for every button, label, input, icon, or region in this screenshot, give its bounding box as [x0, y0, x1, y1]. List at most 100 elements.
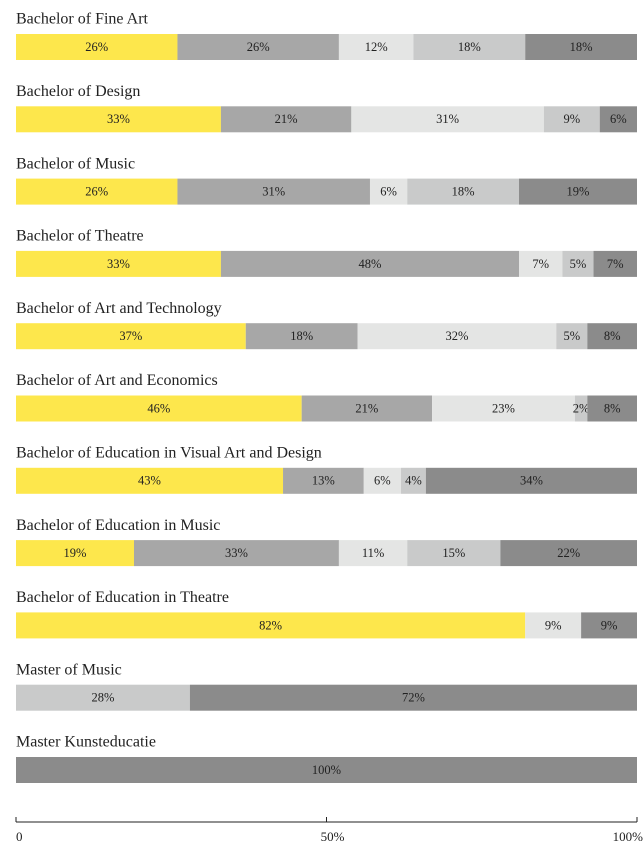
bar-segment: [177, 34, 339, 60]
data-label: 72%: [402, 691, 425, 705]
data-label: 13%: [312, 474, 335, 488]
bar-segment: [16, 250, 221, 277]
data-label: 18%: [290, 329, 313, 343]
data-label: 7%: [532, 257, 549, 271]
data-label: 9%: [545, 618, 562, 632]
category-label: Master of Music: [16, 661, 122, 678]
data-label: 19%: [567, 184, 590, 198]
x-tick-label: 0: [16, 829, 23, 844]
data-label: 11%: [362, 546, 384, 560]
bar-segment: [245, 323, 358, 350]
bar-segment: [593, 250, 637, 277]
data-label: 9%: [563, 112, 580, 126]
data-label: 12%: [365, 40, 388, 54]
data-label: 18%: [570, 40, 593, 54]
data-label: 8%: [604, 329, 621, 343]
bar-segment: [432, 395, 575, 422]
bar-segment: [500, 540, 637, 567]
data-label: 37%: [119, 329, 142, 343]
data-label: 4%: [405, 474, 422, 488]
bar-segment: [16, 467, 284, 494]
bar-segment: [525, 612, 582, 639]
bar-segment: [407, 540, 501, 567]
data-label: 19%: [64, 546, 87, 560]
bar-segment: [599, 106, 637, 133]
category-label: Bachelor of Education in Visual Art and …: [16, 444, 322, 461]
bar-segment: [574, 395, 588, 422]
bar-segment: [413, 34, 526, 60]
data-label: 18%: [458, 40, 481, 54]
x-tick-label: 100%: [613, 829, 643, 844]
data-label: 28%: [91, 691, 114, 705]
bar-segment: [407, 178, 520, 205]
data-label: 31%: [436, 112, 459, 126]
data-label: 23%: [492, 401, 515, 415]
category-label: Bachelor of Music: [16, 155, 135, 172]
data-label: 82%: [259, 618, 282, 632]
bar-segment: [357, 323, 557, 350]
bar-segment: [177, 178, 370, 205]
bar-segment: [16, 395, 302, 422]
data-label: 21%: [355, 401, 378, 415]
bar-segment: [363, 467, 402, 494]
bar-segment: [401, 467, 426, 494]
data-label: 18%: [452, 184, 475, 198]
category-label: Bachelor of Fine Art: [16, 11, 149, 28]
data-label: 46%: [147, 401, 170, 415]
data-label: 15%: [442, 546, 465, 560]
bar-segment: [16, 106, 221, 133]
bar-segment: [189, 684, 637, 711]
data-label: 2%: [573, 401, 590, 415]
data-label: 34%: [520, 474, 543, 488]
data-label: 48%: [359, 257, 382, 271]
category-label: Bachelor of Art and Technology: [16, 300, 222, 317]
data-label: 26%: [247, 40, 270, 54]
x-tick-label: 50%: [321, 829, 345, 844]
data-label: 7%: [607, 257, 624, 271]
category-label: Bachelor of Art and Economics: [16, 372, 218, 389]
bar-segment: [220, 106, 352, 133]
category-label: Bachelor of Education in Music: [16, 517, 220, 534]
data-label: 32%: [445, 329, 468, 343]
bar-segment: [220, 250, 520, 277]
bar-segment: [16, 757, 637, 783]
data-label: 100%: [312, 763, 341, 777]
bar-segment: [16, 34, 178, 60]
data-label: 33%: [107, 257, 130, 271]
data-label: 43%: [138, 474, 161, 488]
bar-segment: [16, 612, 526, 639]
bar-segment: [338, 540, 408, 567]
bar-segment: [525, 34, 637, 60]
data-label: 33%: [225, 546, 248, 560]
category-label: Bachelor of Theatre: [16, 228, 144, 245]
bar-segment: [338, 34, 414, 60]
bar-segment: [301, 395, 433, 422]
data-label: 31%: [262, 184, 285, 198]
bar-segment: [556, 323, 588, 350]
bar-segment: [581, 612, 637, 639]
bar-segment: [425, 467, 637, 494]
category-label: Bachelor of Education in Theatre: [16, 589, 229, 606]
data-label: 5%: [570, 257, 587, 271]
data-label: 8%: [604, 401, 621, 415]
category-label: Master Kunsteducatie: [16, 734, 156, 751]
bar-segment: [587, 395, 637, 422]
data-label: 26%: [85, 40, 108, 54]
bar-segment: [16, 323, 246, 350]
bar-segment: [351, 106, 544, 133]
data-label: 26%: [85, 184, 108, 198]
bar-segment: [587, 323, 637, 350]
bar-segment: [16, 540, 134, 567]
data-label: 6%: [610, 112, 627, 126]
bar-segment: [543, 106, 600, 133]
data-label: 33%: [107, 112, 130, 126]
data-label: 5%: [563, 329, 580, 343]
bar-segment: [519, 250, 563, 277]
data-label: 22%: [557, 546, 580, 560]
category-label: Bachelor of Design: [16, 83, 140, 100]
data-label: 6%: [380, 184, 397, 198]
bar-segment: [519, 178, 637, 205]
bar-segment: [283, 467, 364, 494]
data-label: 21%: [275, 112, 298, 126]
